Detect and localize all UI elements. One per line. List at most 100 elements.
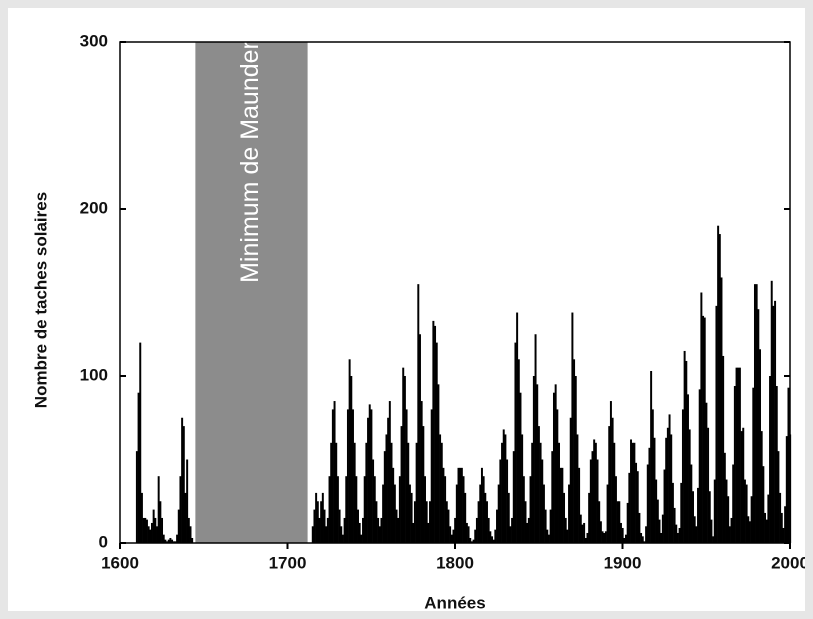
bar xyxy=(427,522,430,543)
x-tick-label: 1900 xyxy=(604,553,642,572)
bar xyxy=(611,417,614,543)
bar xyxy=(665,437,668,543)
y-axis-label: Nombre de taches solaires xyxy=(31,192,50,408)
bar xyxy=(573,359,576,543)
bar xyxy=(429,501,432,543)
bar xyxy=(676,532,679,543)
bar xyxy=(184,492,187,543)
bar xyxy=(154,517,157,543)
bar xyxy=(606,484,609,543)
bar xyxy=(502,429,505,543)
bar xyxy=(645,526,648,543)
bar xyxy=(638,512,641,543)
bar xyxy=(506,459,509,543)
bar xyxy=(596,459,599,543)
bar xyxy=(363,476,366,543)
bar xyxy=(574,376,577,543)
bar xyxy=(593,439,596,543)
bar xyxy=(492,539,495,543)
bar xyxy=(656,499,659,543)
bar xyxy=(418,334,421,543)
bar xyxy=(413,501,416,543)
bar xyxy=(424,476,426,543)
bar xyxy=(559,467,562,543)
bar xyxy=(608,426,611,543)
bar xyxy=(625,534,627,543)
bar xyxy=(519,392,522,543)
bar xyxy=(189,526,192,543)
bar xyxy=(740,431,743,543)
bar xyxy=(715,305,718,543)
bar xyxy=(318,517,321,543)
bar xyxy=(398,476,401,543)
bar xyxy=(529,476,532,543)
bar xyxy=(775,386,778,543)
bar xyxy=(420,401,423,543)
bar xyxy=(370,409,373,543)
chart: Nombre de taches solaires Années Minimum… xyxy=(31,31,805,611)
bar xyxy=(628,472,631,543)
bar xyxy=(387,417,390,543)
bar xyxy=(465,522,468,543)
band-label: Minimum de Maunder xyxy=(236,41,264,283)
y-tick-label: 0 xyxy=(99,532,108,551)
bar xyxy=(501,442,504,543)
bar xyxy=(700,292,703,543)
y-tick-label: 100 xyxy=(80,365,108,384)
y-tick-label: 300 xyxy=(80,31,108,50)
bar xyxy=(743,479,746,543)
bar xyxy=(135,451,138,543)
maunder-band xyxy=(195,42,308,543)
bar xyxy=(779,492,782,543)
bar xyxy=(722,355,725,543)
bar xyxy=(613,442,616,543)
bar xyxy=(377,517,380,543)
bar xyxy=(316,501,319,543)
bar xyxy=(695,526,698,543)
bar xyxy=(186,459,189,543)
bar xyxy=(174,541,177,543)
bar xyxy=(586,532,589,543)
bar xyxy=(561,467,564,543)
bar xyxy=(149,529,152,543)
bar xyxy=(147,526,150,543)
bar xyxy=(489,531,492,543)
bar xyxy=(690,464,693,543)
bar xyxy=(738,367,741,543)
bar xyxy=(537,426,540,543)
bar xyxy=(670,434,673,543)
bar xyxy=(737,367,740,543)
bar xyxy=(671,482,674,543)
bar xyxy=(460,467,463,543)
bar xyxy=(330,442,333,543)
bar xyxy=(380,517,383,543)
bar xyxy=(504,434,507,543)
bar xyxy=(640,532,643,543)
bar xyxy=(532,376,535,543)
bar xyxy=(732,464,735,543)
bar xyxy=(507,492,510,543)
x-axis-label: Années xyxy=(424,593,485,611)
bar xyxy=(713,479,716,543)
bar xyxy=(705,402,708,543)
bar xyxy=(472,539,475,543)
bar xyxy=(658,519,661,543)
bar xyxy=(338,509,341,543)
bar xyxy=(673,507,676,543)
bar xyxy=(393,484,396,543)
bar xyxy=(166,541,169,543)
bar xyxy=(623,537,626,543)
bar xyxy=(516,312,519,543)
bar xyxy=(345,476,348,543)
bar xyxy=(430,409,433,543)
bar xyxy=(140,492,143,543)
bar xyxy=(636,471,639,543)
bar xyxy=(527,517,530,543)
bar xyxy=(720,277,723,543)
bar xyxy=(395,509,398,543)
bar xyxy=(728,526,731,543)
bar xyxy=(675,524,678,543)
bar xyxy=(425,501,428,543)
bar xyxy=(457,467,460,543)
bar xyxy=(568,484,571,543)
